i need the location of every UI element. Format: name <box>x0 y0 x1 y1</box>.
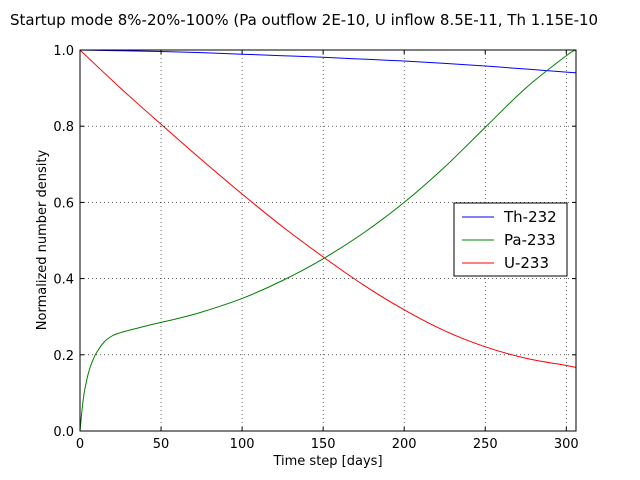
x-tick-label: 250 <box>473 437 498 452</box>
grid <box>80 50 576 431</box>
series-lines <box>79 49 577 432</box>
x-axis-label: Time step [days] <box>272 454 382 469</box>
x-tick-label: 300 <box>554 437 579 452</box>
x-tick-label: 100 <box>230 437 255 452</box>
series-line-pa-233 <box>79 49 577 432</box>
legend-label-th-232: Th-232 <box>503 208 557 226</box>
series-line-u-233 <box>79 49 577 368</box>
y-tick-label: 0.0 <box>53 425 74 440</box>
y-tick-label: 0.4 <box>53 273 74 288</box>
y-tick-label: 0.8 <box>53 120 74 135</box>
x-tick-label: 200 <box>392 437 417 452</box>
series-line-th-232 <box>79 49 577 74</box>
y-tick-label: 1.0 <box>53 44 74 59</box>
x-tick-label: 150 <box>311 437 336 452</box>
y-axis-label: Normalized number density <box>35 150 50 331</box>
legend: Th-232 Pa-233 U-233 <box>453 202 568 277</box>
y-tick-label: 0.6 <box>53 196 74 211</box>
x-tick-label: 0 <box>76 437 84 452</box>
ticks: 0 50 100 150 200 250 300 0.0 0.2 0.4 0.6 0.8 1.0 <box>53 44 578 452</box>
chart-title: Startup mode 8%-20%-100% (Pa outflow 2E-… <box>10 11 598 29</box>
legend-label-pa-233: Pa-233 <box>504 231 556 249</box>
plot-frame <box>79 49 577 432</box>
y-tick-label: 0.2 <box>53 349 74 364</box>
x-tick-label: 50 <box>153 437 170 452</box>
legend-label-u-233: U-233 <box>504 254 549 272</box>
